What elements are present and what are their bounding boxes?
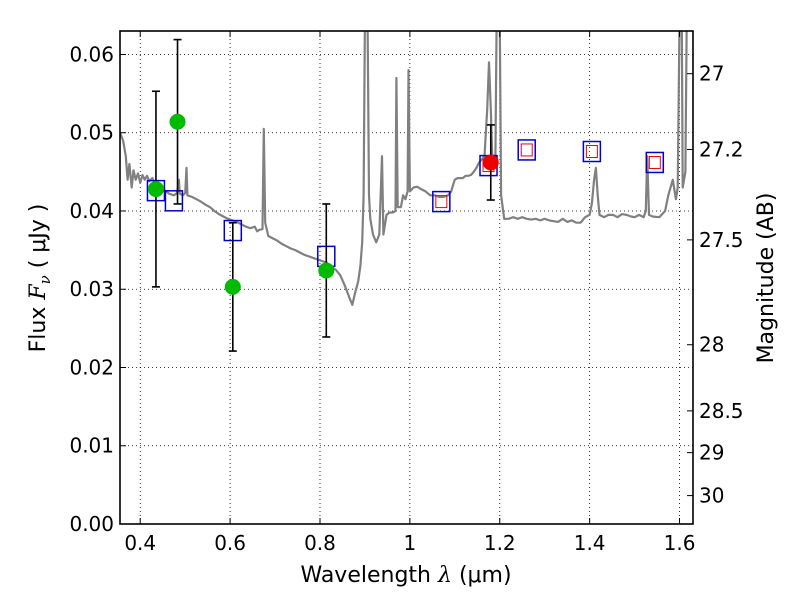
x-tick-label: 1.2 bbox=[484, 531, 516, 555]
model-square-marker bbox=[645, 151, 665, 174]
y2-tick-label: 27 bbox=[699, 62, 724, 86]
spectrum-line bbox=[120, 31, 688, 306]
y-axis-label: Flux Fν ( μJy ) bbox=[26, 204, 54, 353]
y-tick-label: 0.03 bbox=[69, 277, 114, 301]
y2-tick-label: 28 bbox=[699, 333, 724, 357]
y2-tick-label: 28.5 bbox=[699, 399, 744, 423]
data-point-marker bbox=[318, 262, 335, 279]
x-axis-label: Wavelength λ (μm) bbox=[300, 563, 511, 588]
y-tick-label: 0.01 bbox=[69, 434, 114, 458]
y2-tick-label: 29 bbox=[699, 441, 724, 465]
data-point-marker bbox=[169, 113, 186, 130]
model-inner-square-marker bbox=[585, 145, 598, 159]
model-square-marker bbox=[164, 190, 184, 212]
model-square-marker bbox=[582, 140, 602, 163]
model-inner-square-marker bbox=[435, 195, 448, 209]
model-square-marker bbox=[432, 190, 451, 213]
model-inner-square-marker bbox=[648, 155, 661, 169]
model-square-marker bbox=[517, 139, 536, 161]
x-tick-label: 1.4 bbox=[574, 531, 606, 555]
y2-tick-label: 30 bbox=[699, 484, 724, 508]
axis-ticks: 0.4 0.6 0.8 1 1.2 1.4 1.6 0.00 0.01 0.02 0.03 0.04 0… bbox=[69, 31, 744, 555]
data-point-marker bbox=[224, 278, 241, 295]
grid bbox=[120, 31, 693, 525]
y-tick-label: 0.00 bbox=[69, 512, 114, 536]
marker-layer bbox=[146, 38, 665, 352]
x-tick-label: 1 bbox=[404, 531, 417, 555]
y2-tick-label: 27.5 bbox=[699, 228, 744, 252]
data-point-marker bbox=[147, 181, 164, 198]
x-tick-label: 0.6 bbox=[214, 531, 246, 555]
x-tick-label: 0.4 bbox=[124, 531, 156, 555]
plot-frame bbox=[119, 30, 694, 525]
y-tick-label: 0.05 bbox=[69, 121, 114, 145]
y-tick-label: 0.06 bbox=[69, 42, 114, 66]
y2-axis-label: Magnitude (AB) bbox=[754, 193, 779, 364]
y-tick-label: 0.02 bbox=[69, 355, 114, 379]
y-tick-label: 0.04 bbox=[69, 199, 114, 223]
spectrum-layer bbox=[120, 31, 688, 306]
model-inner-square-marker bbox=[520, 143, 533, 157]
y2-tick-label: 27.2 bbox=[699, 137, 744, 161]
x-tick-label: 1.6 bbox=[664, 531, 696, 555]
x-tick-label: 0.8 bbox=[304, 531, 336, 555]
data-point-marker bbox=[482, 154, 499, 171]
